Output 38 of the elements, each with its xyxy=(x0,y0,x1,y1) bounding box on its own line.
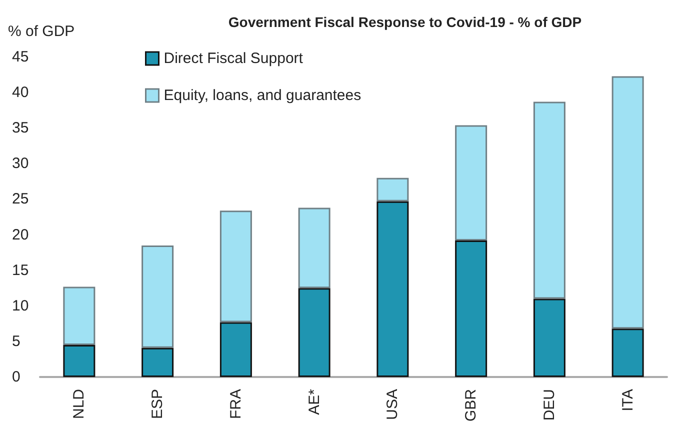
y-tick-label: 35 xyxy=(12,120,29,137)
x-tick-label: USA xyxy=(384,389,402,420)
bar xyxy=(376,201,409,377)
bar xyxy=(220,210,252,322)
x-tick-label: FRA xyxy=(227,389,244,419)
y-tick-label: 30 xyxy=(12,155,29,172)
bar xyxy=(298,288,330,377)
bar xyxy=(376,178,409,202)
x-tick-label: ITA xyxy=(619,389,636,412)
bar xyxy=(220,322,252,377)
y-tick-label: 25 xyxy=(12,190,29,208)
bar xyxy=(455,240,488,377)
bar xyxy=(142,348,174,377)
bar xyxy=(533,298,566,377)
bar xyxy=(63,286,96,345)
x-tick-label: GBR xyxy=(462,388,480,422)
y-tick-label: 40 xyxy=(12,84,29,102)
chart-title: Government Fiscal Response to Covid-19 - % of GDP xyxy=(228,14,582,30)
x-tick-label: ESP xyxy=(149,389,166,420)
bar xyxy=(612,76,644,329)
y-tick-label: 45 xyxy=(12,48,29,66)
bar xyxy=(298,208,330,288)
bar xyxy=(533,102,566,299)
x-tick-label: AE* xyxy=(306,388,323,415)
legend-label: Equity, loans, and guarantees xyxy=(164,87,362,104)
x-tick-label: NLD xyxy=(70,388,88,420)
y-tick-label: 15 xyxy=(12,262,29,279)
y-axis-title: % of GDP xyxy=(8,23,75,40)
y-tick-label: 20 xyxy=(12,226,29,244)
bar xyxy=(142,245,174,348)
bar xyxy=(455,125,488,240)
bar xyxy=(612,328,644,377)
y-tick-label: 5 xyxy=(12,332,20,350)
legend-label: Direct Fiscal Support xyxy=(164,50,304,67)
x-tick-label: DEU xyxy=(540,389,558,421)
y-tick-label: 0 xyxy=(12,368,20,386)
y-tick-label: 10 xyxy=(12,297,29,314)
bar xyxy=(63,345,96,377)
